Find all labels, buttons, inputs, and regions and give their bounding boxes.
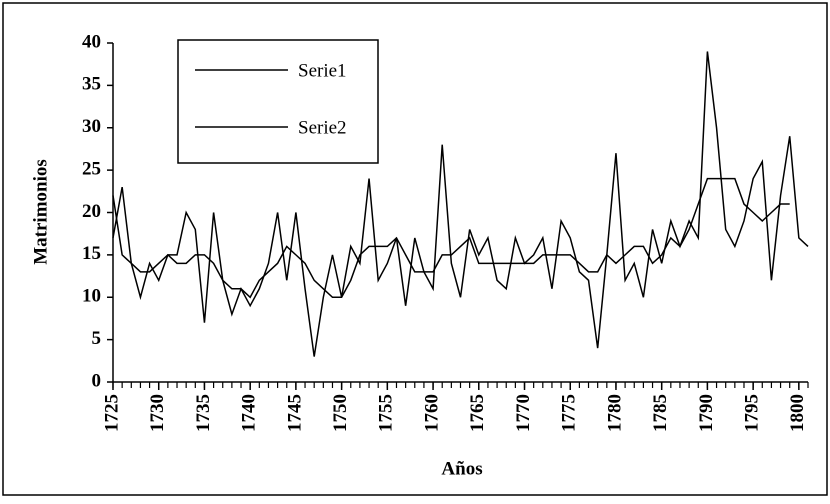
x-tick-label: 1785 (650, 394, 671, 432)
x-tick-label: 1760 (421, 394, 442, 432)
x-tick-label: 1765 (467, 394, 488, 432)
x-tick-label: 1740 (239, 394, 260, 432)
x-tick-label: 1800 (787, 394, 808, 432)
series-line (112, 51, 809, 357)
legend-label: Serie2 (298, 117, 347, 138)
x-tick-label: 1745 (284, 394, 305, 432)
y-axis-label: Matrimonios (30, 159, 51, 265)
x-tick-label: 1790 (696, 394, 717, 432)
x-axis-label: Años (441, 458, 482, 479)
y-tick-label: 30 (82, 116, 101, 137)
y-tick-label: 0 (92, 370, 102, 391)
x-tick-label: 1755 (376, 394, 397, 432)
y-tick-label: 25 (82, 158, 101, 179)
x-tick-label: 1780 (604, 394, 625, 432)
y-tick-label: 10 (82, 286, 101, 307)
y-tick-label: 35 (82, 74, 101, 95)
y-tick-label: 40 (82, 31, 101, 52)
x-tick-label: 1725 (101, 394, 122, 432)
x-tick-label: 1770 (513, 394, 534, 432)
x-tick-label: 1750 (330, 394, 351, 432)
y-tick-label: 5 (92, 328, 102, 349)
y-tick-label: 15 (82, 243, 101, 264)
x-tick-label: 1795 (741, 394, 762, 432)
x-tick-label: 1735 (193, 394, 214, 432)
legend-box (177, 39, 379, 164)
y-tick-label: 20 (82, 201, 101, 222)
x-tick-label: 1730 (147, 394, 168, 432)
x-tick-label: 1775 (559, 394, 580, 432)
series-line (112, 177, 790, 299)
frame (2, 2, 828, 496)
legend-label: Serie1 (298, 60, 347, 81)
